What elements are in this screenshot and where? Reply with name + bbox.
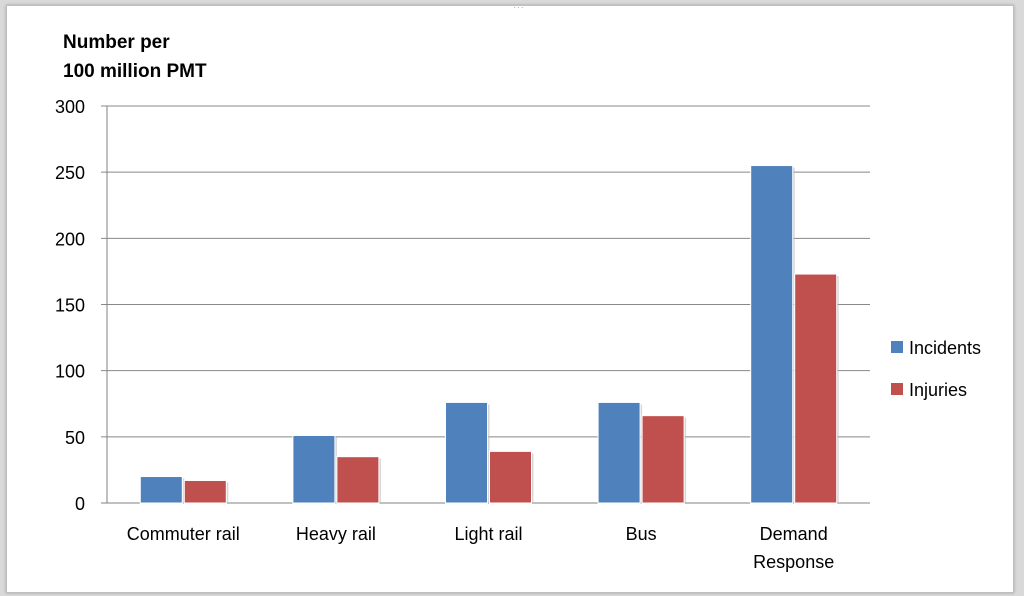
y-tick-label: 300 bbox=[55, 97, 85, 117]
x-category-label: Demand bbox=[760, 524, 828, 544]
bar-injuries-0 bbox=[183, 480, 227, 504]
bar-injuries-3 bbox=[641, 415, 685, 504]
x-axis-labels: Commuter rail Heavy rail Light rail Bus Dema… bbox=[127, 524, 834, 572]
legend-swatch bbox=[891, 341, 903, 353]
resize-grip-icon[interactable]: ··· bbox=[513, 3, 525, 12]
y-axis-label: Number per 100 million PMT bbox=[63, 28, 263, 86]
legend-label: Incidents bbox=[909, 338, 981, 358]
y-axis-ticks: 0 50 100 150 200 250 300 bbox=[55, 97, 85, 514]
y-tick-label: 100 bbox=[55, 362, 85, 382]
y-axis-label-line-1: Number per bbox=[63, 32, 170, 53]
x-category-label: Light rail bbox=[454, 524, 522, 544]
y-tick-label: 50 bbox=[65, 428, 85, 448]
y-tick-label: 150 bbox=[55, 296, 85, 316]
y-tick-label: 200 bbox=[55, 229, 85, 249]
bars bbox=[139, 165, 839, 504]
bar-incidents-1 bbox=[292, 435, 336, 504]
bar-incidents-0 bbox=[139, 476, 183, 504]
legend: Incidents Injuries bbox=[891, 338, 981, 400]
x-category-label: Bus bbox=[626, 524, 657, 544]
bar-injuries-1 bbox=[336, 456, 380, 504]
y-tick-label: 0 bbox=[75, 494, 85, 514]
y-axis-label-line-2: 100 million PMT bbox=[63, 61, 207, 82]
legend-swatch bbox=[891, 383, 903, 395]
x-category-label: Commuter rail bbox=[127, 524, 240, 544]
legend-label: Injuries bbox=[909, 380, 967, 400]
y-tick-label: 250 bbox=[55, 163, 85, 183]
bar-injuries-4 bbox=[794, 273, 838, 504]
bar-incidents-2 bbox=[445, 401, 488, 504]
x-category-label: Response bbox=[753, 552, 834, 572]
x-category-label: Heavy rail bbox=[296, 524, 376, 544]
bar-incidents-4 bbox=[750, 165, 794, 504]
bar-injuries-2 bbox=[489, 450, 532, 504]
bar-incidents-3 bbox=[597, 401, 641, 504]
